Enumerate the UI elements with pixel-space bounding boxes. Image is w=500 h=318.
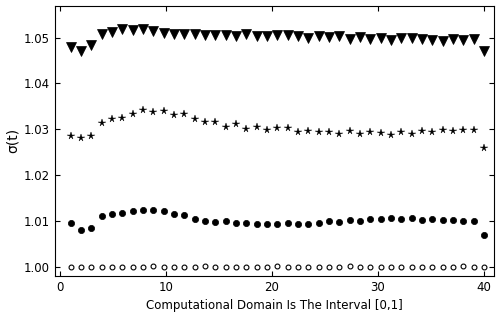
Y-axis label: σ(t): σ(t) <box>6 128 20 153</box>
X-axis label: Computational Domain Is The Interval [0,1]: Computational Domain Is The Interval [0,… <box>146 300 403 313</box>
